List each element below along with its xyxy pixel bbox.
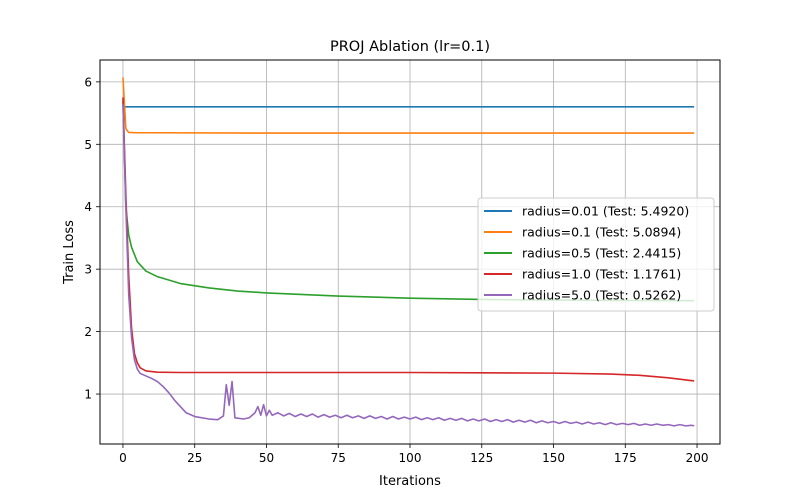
legend-box bbox=[477, 197, 715, 312]
x-tick-label: 25 bbox=[187, 451, 202, 465]
y-tick-label: 5 bbox=[84, 138, 92, 152]
y-tick-label: 4 bbox=[84, 200, 92, 214]
x-tick-label: 175 bbox=[614, 451, 637, 465]
axis-ticks: 0 25 50 75 100 125 150 175 200 1 2 3 4 5 6 bbox=[84, 75, 708, 465]
x-axis-label: Iterations bbox=[379, 474, 441, 489]
legend-label-5: radius=5.0 (Test: 0.5262) bbox=[522, 288, 681, 303]
legend-label-3: radius=0.5 (Test: 2.4415) bbox=[522, 246, 681, 261]
y-axis-label: Train Loss bbox=[62, 220, 77, 285]
y-tick-label: 6 bbox=[84, 75, 92, 89]
legend-label-2: radius=0.1 (Test: 5.0894) bbox=[522, 225, 681, 240]
series-lines bbox=[122, 77, 695, 427]
x-tick-label: 200 bbox=[686, 451, 709, 465]
y-tick-label: 2 bbox=[84, 325, 92, 339]
series-line-5 bbox=[122, 103, 695, 427]
series-line-2 bbox=[122, 77, 695, 134]
x-tick-label: 125 bbox=[470, 451, 493, 465]
grid-lines bbox=[100, 60, 720, 444]
x-tick-label: 150 bbox=[542, 451, 565, 465]
chart-title: PROJ Ablation (lr=0.1) bbox=[330, 39, 490, 55]
x-tick-label: 100 bbox=[399, 451, 422, 465]
x-tick-label: 50 bbox=[259, 451, 274, 465]
y-tick-label: 3 bbox=[84, 263, 92, 277]
x-tick-label: 0 bbox=[119, 451, 127, 465]
legend-label-1: radius=0.01 (Test: 5.4920) bbox=[522, 204, 689, 219]
legend-label-4: radius=1.0 (Test: 1.1761) bbox=[522, 267, 681, 282]
x-tick-label: 75 bbox=[331, 451, 346, 465]
y-tick-label: 1 bbox=[84, 388, 92, 402]
legend: radius=0.01 (Test: 5.4920) radius=0.1 (Te… bbox=[477, 197, 715, 312]
